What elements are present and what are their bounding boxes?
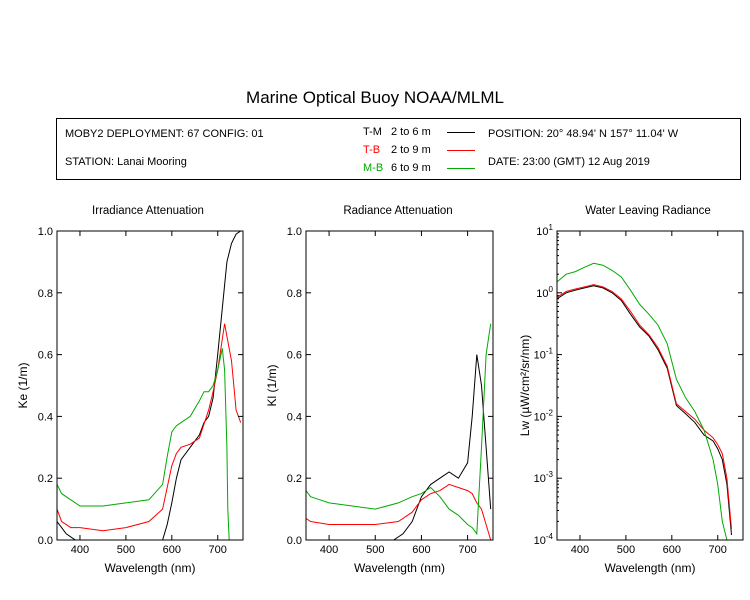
x-axis-label: Wavelength (nm) — [605, 561, 696, 575]
y-tick-label: 0.4 — [38, 411, 53, 423]
x-tick-label: 400 — [320, 544, 338, 556]
y-tick-label: 0.6 — [287, 350, 302, 362]
x-tick-label: 700 — [209, 544, 227, 556]
series-line-t-m — [57, 231, 241, 540]
plot-frame — [556, 230, 744, 541]
y-tick-label: 0.8 — [287, 288, 302, 300]
x-tick-label: 700 — [458, 544, 476, 556]
x-tick-label: 600 — [412, 544, 430, 556]
legend-range-tm: 2 to 6 m — [391, 126, 431, 138]
y-tick-label: 0.4 — [287, 411, 302, 423]
y-tick-label: 10-3 — [534, 470, 554, 485]
y-tick-label: 10-4 — [534, 532, 554, 547]
series-line-m-b — [557, 262, 728, 540]
series-line-t-m — [306, 354, 492, 540]
series-line-t-b — [57, 323, 242, 532]
date-text: DATE: 23:00 (GMT) 12 Aug 2019 — [488, 156, 650, 168]
x-tick-label: 500 — [366, 544, 384, 556]
y-tick-label: 0.8 — [38, 288, 53, 300]
series-line-m-b — [57, 348, 230, 540]
panel-title-water-leaving: Water Leaving Radiance — [585, 205, 711, 217]
plot-frame — [305, 230, 494, 541]
y-tick-label: 0.6 — [38, 350, 53, 362]
legend-line-mb — [447, 168, 475, 169]
x-axis-label: Wavelength (nm) — [105, 561, 196, 575]
legend-range-tb: 2 to 9 m — [391, 144, 431, 156]
series-line-t-m — [557, 285, 732, 536]
legend-line-tm — [447, 132, 475, 133]
x-tick-label: 400 — [71, 544, 89, 556]
x-tick-label: 700 — [709, 544, 727, 556]
y-tick-label: 100 — [536, 285, 553, 300]
y-tick-label: 101 — [536, 223, 553, 238]
y-tick-label: 0.2 — [38, 473, 53, 485]
x-tick-label: 400 — [571, 544, 589, 556]
plot-frame — [56, 230, 244, 541]
y-tick-label: 1.0 — [38, 226, 53, 238]
chart-panel-2: 400 500 600 700 101 100 10-1 10-2 10-3 10-4 Wavele… — [518, 223, 744, 575]
panel-title-irradiance: Irradiance Attenuation — [92, 205, 204, 217]
chart-panel-0: 400 500 600 700 0.0 0.2 0.4 0.6 0.8 1.0 Wavelength… — [16, 226, 244, 575]
legend-range-mb: 6 to 9 m — [391, 162, 431, 174]
y-axis-label: Lw (µW/cm²/sr/nm) — [518, 335, 532, 437]
x-tick-label: 500 — [617, 544, 635, 556]
station-text: STATION: Lanai Mooring — [65, 156, 187, 168]
y-axis-label: Kl (1/m) — [265, 364, 279, 406]
y-axis-label: Ke (1/m) — [16, 362, 30, 408]
position-text: POSITION: 20° 48.94' N 157° 11.04' W — [488, 128, 679, 140]
legend-line-tb — [447, 150, 475, 151]
panel-title-radiance: Radiance Attenuation — [343, 205, 453, 217]
series-line-t-b — [557, 284, 732, 530]
y-tick-label: 0.0 — [38, 535, 53, 547]
y-tick-label: 1.0 — [287, 226, 302, 238]
x-tick-label: 600 — [163, 544, 181, 556]
x-axis-label: Wavelength (nm) — [354, 561, 445, 575]
legend-code-mb: M-B — [363, 162, 384, 174]
y-tick-label: 0.0 — [287, 535, 302, 547]
info-box: MOBY2 DEPLOYMENT: 67 CONFIG: 01 STATION:… — [56, 118, 741, 180]
series-line-m-b — [306, 323, 492, 536]
chart-title: Marine Optical Buoy NOAA/MLML — [246, 88, 504, 107]
chart-panel-1: 400 500 600 700 0.0 0.2 0.4 0.6 0.8 1.0 Wavelength… — [265, 226, 494, 575]
y-tick-label: 0.2 — [287, 473, 302, 485]
legend-code-tb: T-B — [363, 144, 381, 156]
deployment-text: MOBY2 DEPLOYMENT: 67 CONFIG: 01 — [65, 128, 264, 140]
x-tick-label: 600 — [663, 544, 681, 556]
y-tick-label: 10-2 — [534, 408, 554, 423]
x-tick-label: 500 — [117, 544, 135, 556]
legend-code-tm: T-M — [363, 126, 382, 138]
y-tick-label: 10-1 — [534, 347, 554, 362]
series-line-t-b — [306, 483, 492, 540]
